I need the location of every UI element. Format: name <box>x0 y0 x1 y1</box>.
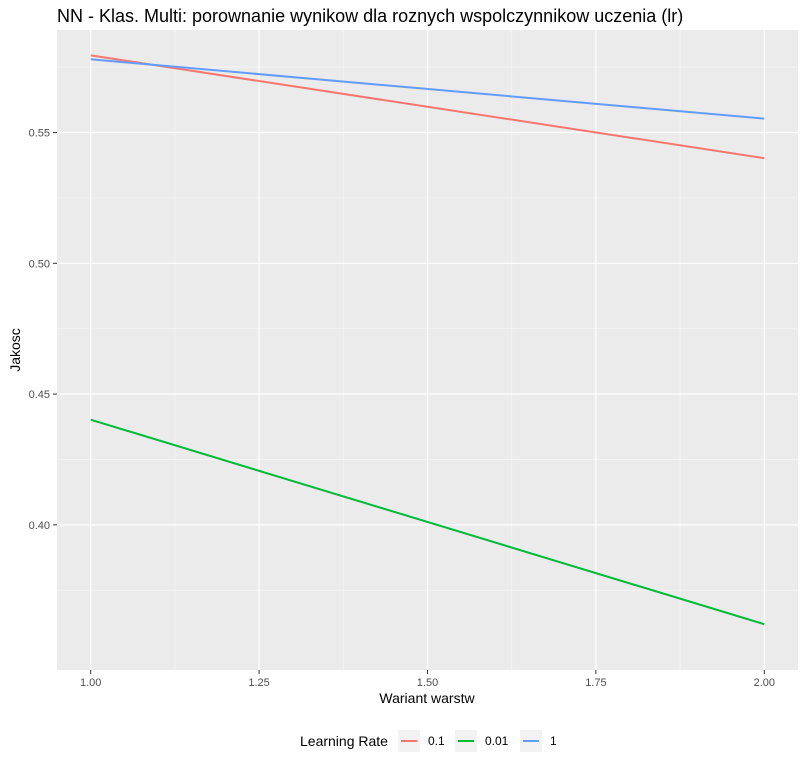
series-line-0-1 <box>90 54 765 160</box>
y-tick-label: 0.55 <box>29 128 50 140</box>
series-lines <box>90 54 765 626</box>
x-axis-title: Wariant warstw <box>379 690 475 706</box>
x-tick-label: 1.75 <box>585 677 606 689</box>
series-line-1 <box>90 58 765 120</box>
chart-title: NN - Klas. Multi: porownanie wynikow dla… <box>57 6 683 26</box>
x-tick-label: 1.25 <box>248 677 269 689</box>
x-tick-label: 2.00 <box>754 677 775 689</box>
x-tick-label: 1.50 <box>417 677 438 689</box>
y-tick-label: 0.45 <box>29 389 50 401</box>
x-axis: 1.00 1.25 1.50 1.75 2.00 <box>80 670 775 689</box>
legend-title: Learning Rate <box>300 733 388 749</box>
y-axis: 0.40 0.45 0.50 0.55 <box>29 128 57 532</box>
legend-label: 1 <box>550 734 557 748</box>
grid-major <box>57 30 798 670</box>
y-tick-label: 0.50 <box>29 258 50 270</box>
x-tick-label: 1.00 <box>80 677 101 689</box>
legend-label: 0.1 <box>428 734 445 748</box>
legend-label: 0.01 <box>485 734 509 748</box>
series-line-0-01 <box>90 418 765 626</box>
y-axis-title: Jakosc <box>7 328 23 372</box>
y-tick-label: 0.40 <box>29 520 50 532</box>
legend: Learning Rate 0.1 0.01 1 <box>300 730 557 752</box>
